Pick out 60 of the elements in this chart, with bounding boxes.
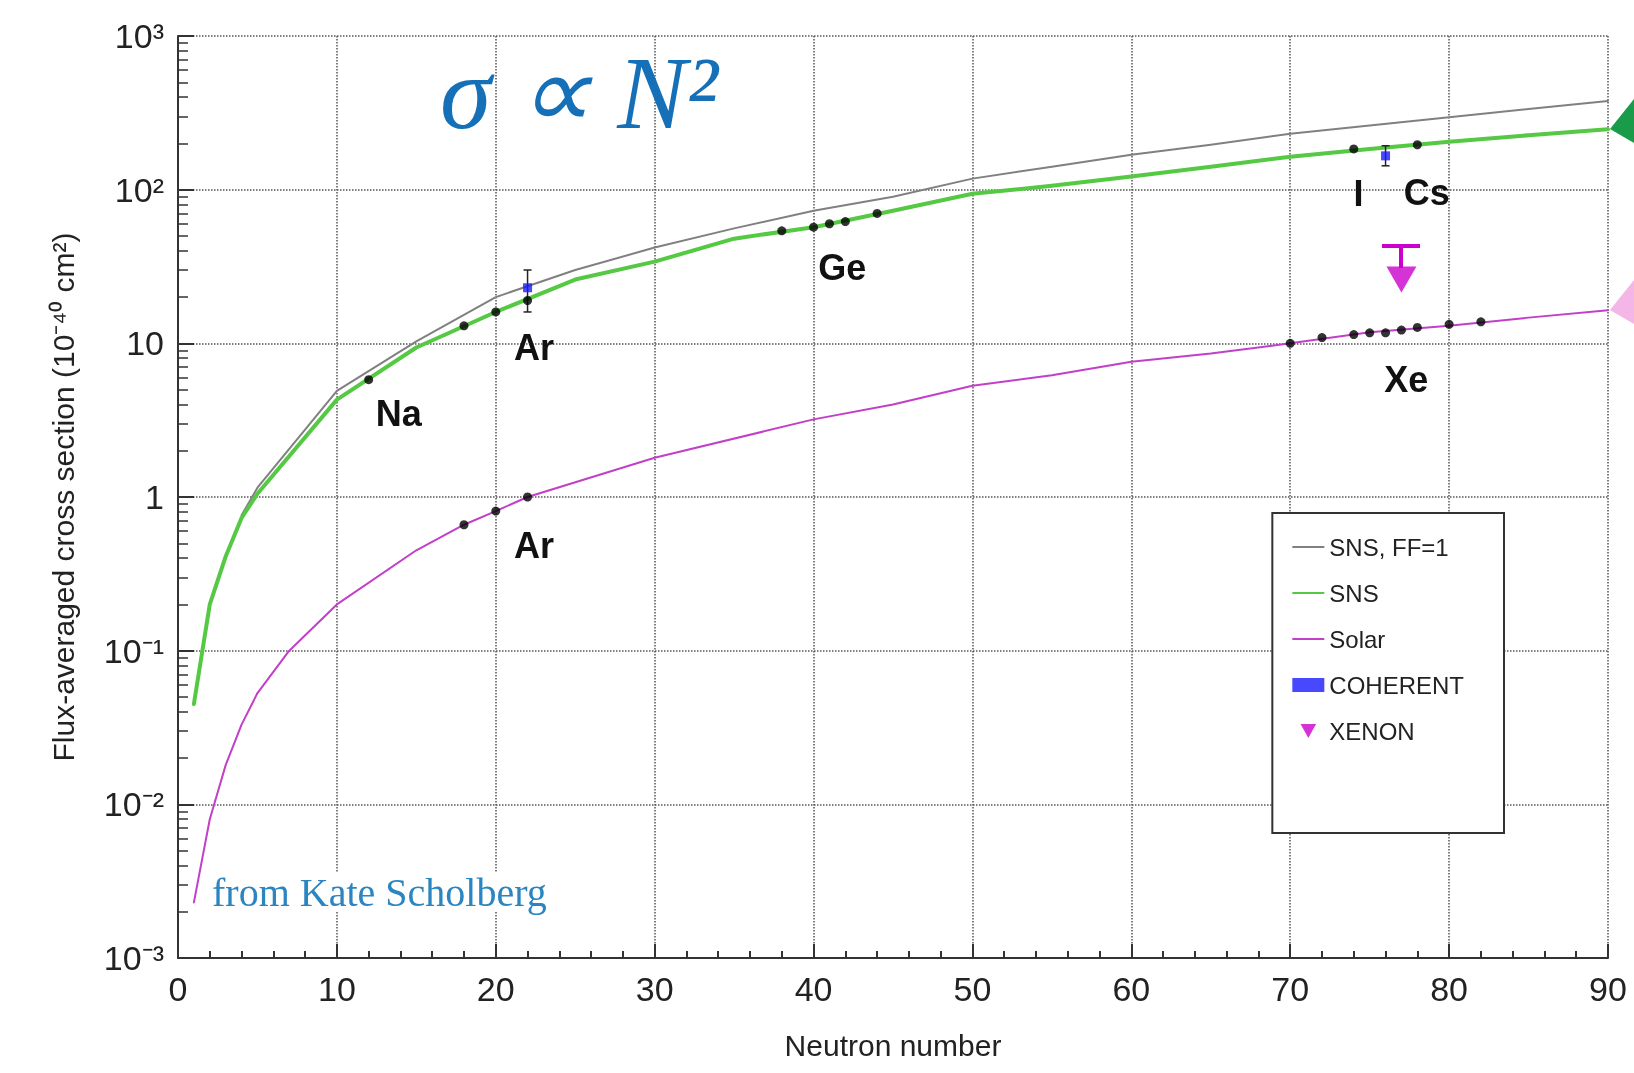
y-tick-label: 10⁻³ [103,939,164,977]
point [1349,330,1359,340]
x-tick-label: 20 [476,970,515,1008]
point [1396,325,1406,335]
point [523,296,533,305]
point [824,219,834,229]
point [872,208,882,218]
x-tick-label: 50 [953,970,992,1008]
point [1412,140,1422,150]
x-tick-label: 40 [794,970,833,1008]
annotation: Cs [1403,171,1450,213]
legend-label: SNS [1329,579,1379,607]
x-tick-label: 80 [1430,970,1469,1008]
x-axis-title: Neutron number [784,1028,1002,1062]
annotation: σ ∝ N² [440,34,720,150]
legend-label: Solar [1329,625,1386,653]
annotation: from Kate Scholberg [212,869,547,915]
annotation: I [1353,173,1364,215]
point [523,283,533,293]
point [809,222,819,232]
line-series [191,127,1610,706]
point [1444,319,1454,329]
legend-label: XENON [1329,717,1415,745]
point [1412,322,1422,332]
x-tick-label: 10 [317,970,356,1008]
annotation: Na [375,392,423,434]
point [523,492,533,502]
point [491,506,501,516]
x-tick-label: 70 [1271,970,1310,1008]
x-tick-label: 0 [168,970,188,1008]
annotation: Ar [513,326,554,368]
legend-label: COHERENT [1329,671,1465,699]
x-tick-label: 60 [1112,970,1151,1008]
y-tick-label: 1 [145,478,164,516]
y-tick-label: 10⁻¹ [103,631,164,670]
point [1317,333,1327,343]
x-tick-label: 90 [1589,970,1627,1008]
y-axis-title: Flux-averaged cross section (10⁻⁴⁰ cm²) [46,232,80,762]
point [459,321,469,331]
point [1381,328,1391,338]
y-tick-label: 10³ [114,17,164,55]
annotation: Xe [1384,359,1429,401]
point [1285,338,1295,348]
y-tick-label: 10 [126,324,164,363]
point [777,226,787,236]
point [491,307,501,317]
point [1476,317,1486,327]
y-tick-label: 10² [114,170,164,209]
y-tick-label: 10⁻² [103,785,164,824]
point [364,375,374,385]
point [840,217,850,227]
point [459,520,469,530]
point [1381,151,1391,161]
annotation: Ge [818,247,867,289]
annotation: Ar [513,525,554,567]
point [1365,328,1375,338]
point [1349,144,1359,154]
point [1386,266,1417,293]
x-tick-label: 30 [635,970,674,1008]
legend-label: SNS, FF=1 [1329,533,1449,561]
